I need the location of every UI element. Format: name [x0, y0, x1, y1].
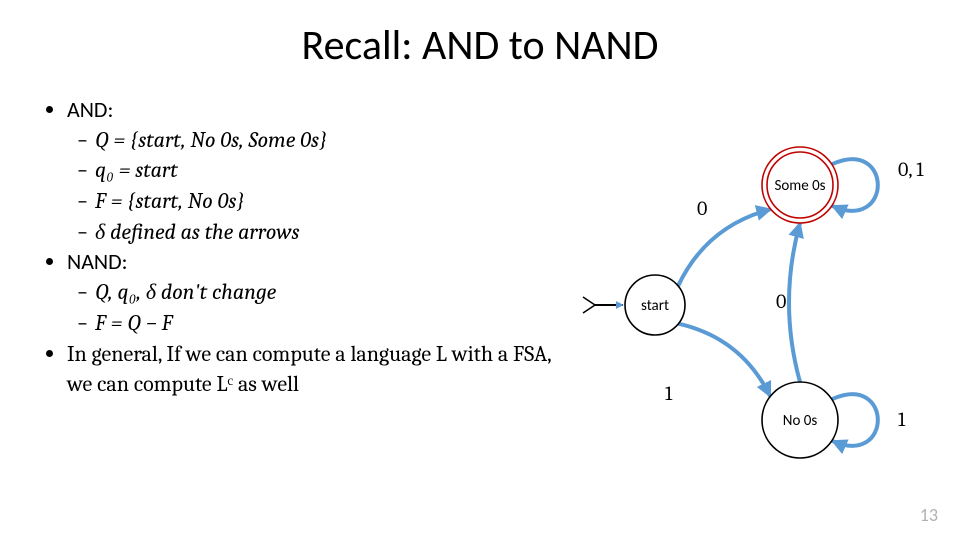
nand-nochange: Q, q₀, δ don't change [95, 279, 276, 305]
and-q0: q₀ = start [95, 157, 178, 183]
and-Q: Q = {start, No 0s, Some 0s} [95, 127, 327, 153]
page-title: Recall: AND to NAND [0, 20, 960, 71]
edge-label-some0s-some0s: 0, 1 [898, 158, 924, 181]
edge-label-start-some0s: 0 [697, 197, 707, 220]
edge-start-no0s [679, 324, 771, 397]
edge-some0s-some0s [832, 159, 878, 211]
state-label-no0s: No 0s [783, 412, 818, 430]
bullet-list: AND: Q = {start, No 0s, Some 0s} q₀ = st… [45, 95, 565, 400]
fsa-diagram: 0 1 0 0, 1 1 start Some 0s No 0s [540, 110, 940, 490]
nand-F: F = Q − F [95, 310, 173, 336]
edge-no0s-some0s [789, 223, 800, 382]
edge-label-no0s-some0s: 0 [776, 290, 786, 313]
nand-heading: NAND: [67, 248, 128, 275]
and-F: F = {start, No 0s} [95, 188, 245, 214]
edge-label-no0s-no0s: 1 [898, 408, 906, 431]
and-heading: AND: [67, 96, 113, 123]
entry-wedge [583, 297, 595, 313]
edge-label-start-no0s: 1 [665, 382, 673, 405]
and-delta: δ defined as the arrows [95, 219, 299, 245]
edge-no0s-no0s [832, 394, 878, 446]
page-number: 13 [920, 504, 938, 526]
edge-start-some0s [678, 209, 771, 286]
state-label-some0s: Some 0s [774, 177, 825, 195]
general-remark: In general, If we can compute a language… [67, 341, 551, 398]
state-label-start: start [641, 297, 669, 315]
